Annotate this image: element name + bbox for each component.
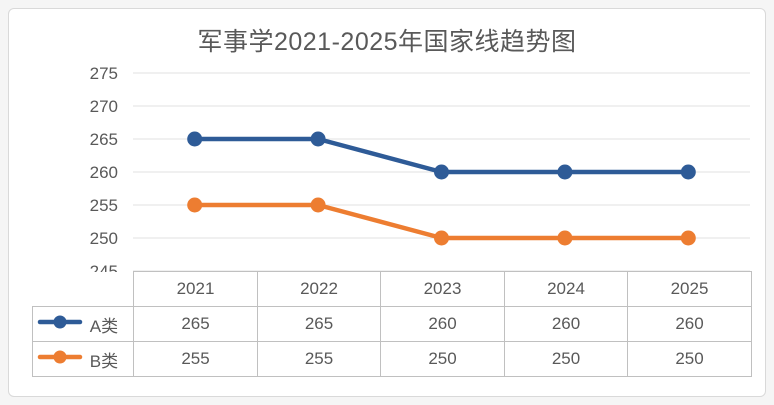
series-1-marker-2025 bbox=[680, 230, 696, 246]
y-tick-label-270: 270 bbox=[90, 97, 118, 116]
series-1-marker-2022 bbox=[310, 197, 326, 213]
series-0-marker-2022 bbox=[310, 131, 326, 147]
column-header-2021: 2021 bbox=[133, 271, 258, 307]
series-b-value-2021: 255 bbox=[133, 341, 258, 377]
table-row-series-b: B类 255 255 250 250 250 bbox=[32, 341, 752, 377]
line-chart-plot-area: 275 270 265 260 255 250 245 bbox=[90, 64, 750, 272]
series-a-value-2024: 260 bbox=[504, 306, 628, 342]
series-0-marker-2021 bbox=[187, 131, 203, 147]
y-tick-label-245: 245 bbox=[90, 262, 118, 272]
series-b-label: B类 bbox=[89, 351, 119, 371]
series-1-marker-2021 bbox=[187, 197, 203, 213]
y-tick-label-275: 275 bbox=[90, 64, 118, 83]
series-1-marker-2024 bbox=[557, 230, 573, 246]
series-b-line-marker-icon bbox=[37, 349, 83, 370]
y-tick-label-250: 250 bbox=[90, 229, 118, 248]
series-1-marker-2023 bbox=[434, 230, 449, 246]
column-header-2023: 2023 bbox=[380, 271, 505, 307]
data-table: 2021 2022 2023 2024 2025 A类 265 265 260 … bbox=[32, 271, 752, 377]
y-tick-label-265: 265 bbox=[90, 130, 118, 149]
series-0-marker-2023 bbox=[434, 164, 449, 180]
table-corner-blank-cell bbox=[33, 272, 134, 307]
series-b-value-2025: 250 bbox=[627, 341, 752, 377]
chart-card: 军事学2021-2025年国家线趋势图 275 270 265 260 255 250 24… bbox=[8, 8, 766, 397]
column-header-2022: 2022 bbox=[257, 271, 381, 307]
column-header-2024: 2024 bbox=[504, 271, 628, 307]
table-row-series-a: A类 265 265 260 260 260 bbox=[32, 306, 752, 342]
series-a-value-2022: 265 bbox=[257, 306, 381, 342]
series-b-value-2022: 255 bbox=[257, 341, 381, 377]
legend-item-series-a: A类 bbox=[32, 306, 134, 342]
y-tick-label-260: 260 bbox=[90, 163, 118, 182]
y-tick-label-255: 255 bbox=[90, 196, 118, 215]
series-0-marker-2024 bbox=[557, 164, 573, 180]
series-b-value-2024: 250 bbox=[504, 341, 628, 377]
data-table-wrap: 2021 2022 2023 2024 2025 A类 265 265 260 … bbox=[32, 271, 752, 377]
series-a-value-2025: 260 bbox=[627, 306, 752, 342]
series-a-line-marker-icon bbox=[37, 314, 83, 335]
series-a-value-2021: 265 bbox=[133, 306, 258, 342]
series-0-marker-2025 bbox=[680, 164, 696, 180]
column-header-2025: 2025 bbox=[627, 271, 752, 307]
series-a-value-2023: 260 bbox=[380, 306, 505, 342]
table-header-row: 2021 2022 2023 2024 2025 bbox=[33, 271, 752, 307]
legend-item-series-b: B类 bbox=[32, 341, 134, 377]
series-a-label: A类 bbox=[89, 316, 119, 336]
series-b-value-2023: 250 bbox=[380, 341, 505, 377]
chart-title: 军事学2021-2025年国家线趋势图 bbox=[197, 28, 577, 56]
